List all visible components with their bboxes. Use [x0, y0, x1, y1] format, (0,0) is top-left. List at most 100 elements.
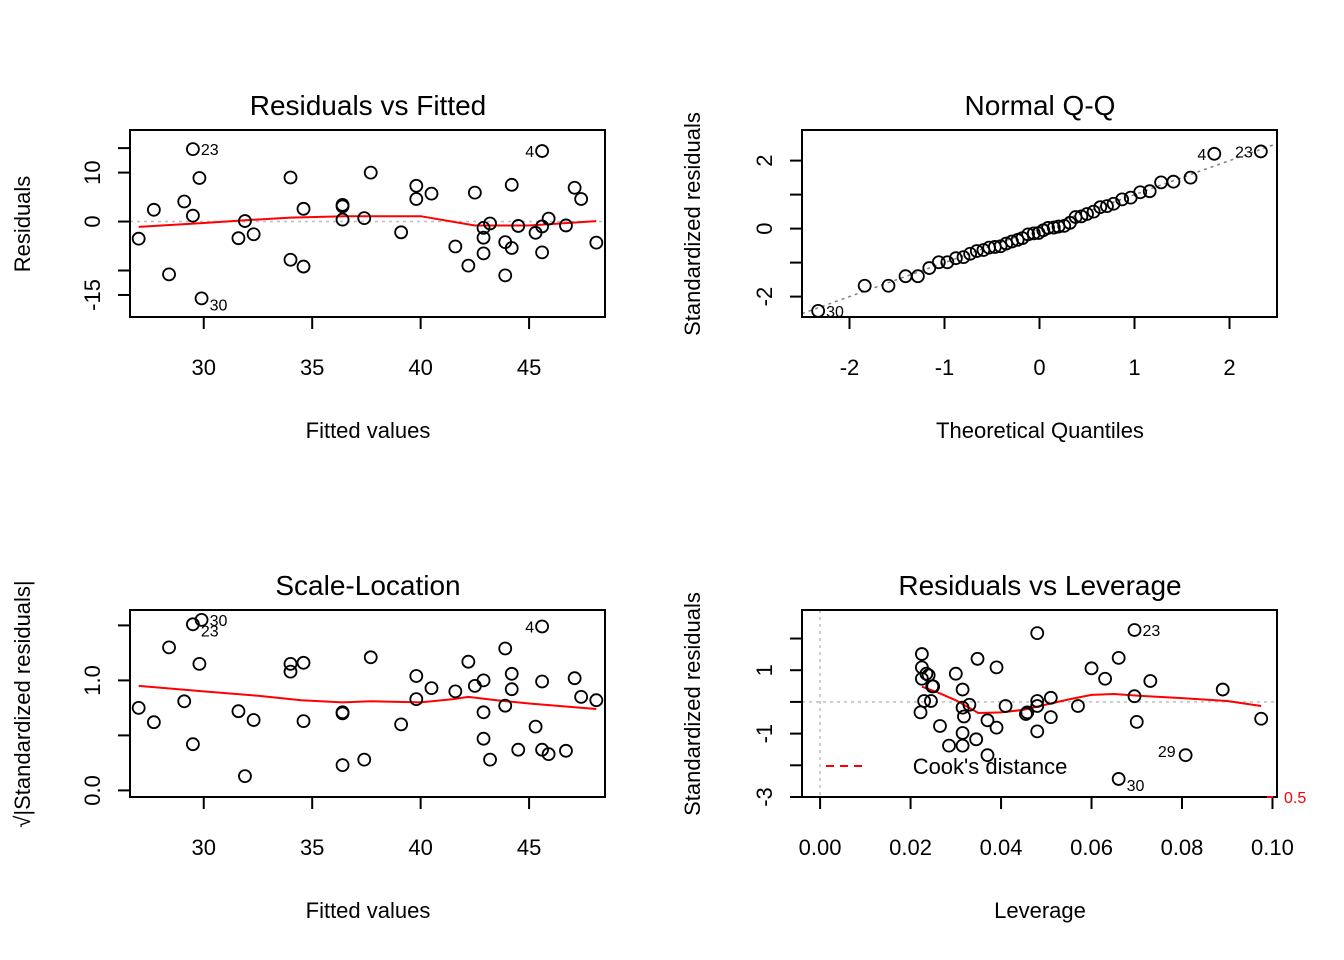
- data-point: [1043, 690, 1058, 705]
- data-point: [969, 244, 984, 258]
- data-point: [589, 235, 604, 250]
- data-point: [942, 738, 956, 753]
- data-point: [296, 655, 311, 670]
- data-point: [467, 679, 482, 693]
- data-point: [1093, 200, 1108, 215]
- data-point: [1084, 661, 1099, 676]
- data-point: [498, 268, 513, 283]
- cooks-contour-label: 0.5: [1284, 790, 1306, 807]
- x-tick-label: 1: [1128, 355, 1140, 380]
- data-point: [363, 650, 378, 665]
- data-point: [535, 619, 550, 634]
- data-point: [296, 259, 311, 274]
- data-point: [231, 231, 246, 246]
- point-label: 29: [1158, 744, 1176, 761]
- y-tick-label: 10: [80, 160, 105, 184]
- y-tick-label: -3: [752, 787, 777, 807]
- data-point: [1071, 699, 1085, 713]
- y-axis-label: Standardized residuals: [680, 112, 705, 336]
- data-point: [177, 194, 192, 209]
- x-tick-label: -1: [935, 355, 955, 380]
- data-point: [1030, 694, 1045, 708]
- data-point: [409, 692, 424, 706]
- data-point: [989, 720, 1004, 735]
- x-tick-label: 0.06: [1070, 835, 1113, 860]
- data-point: [1043, 710, 1058, 725]
- panel-residuals-vs-leverage: Residuals vs Leverage Leverage Standardi…: [680, 570, 1306, 923]
- data-point: [283, 170, 298, 185]
- data-point: [283, 664, 298, 679]
- data-point: [1127, 623, 1142, 637]
- data-point: [511, 219, 526, 233]
- smoother-line: [138, 215, 597, 228]
- data-point: [980, 713, 995, 728]
- panel-title: Residuals vs Leverage: [898, 570, 1181, 601]
- plot-frame: [129, 129, 606, 318]
- data-point: [914, 647, 929, 661]
- data-point: [1143, 674, 1158, 688]
- point-label: 4: [1197, 147, 1206, 164]
- panel-title: Residuals vs Fitted: [250, 90, 487, 121]
- point-label: 23: [1235, 144, 1253, 161]
- data-point: [955, 682, 970, 697]
- data-point: [559, 743, 573, 758]
- data-point: [559, 218, 573, 233]
- data-point: [511, 742, 526, 757]
- data-point: [948, 666, 963, 681]
- panel-normal-qq: Normal Q-Q Theoretical Quantiles Standar…: [680, 90, 1278, 443]
- x-axis-label: Theoretical Quantiles: [936, 418, 1144, 443]
- data-point: [931, 255, 946, 270]
- data-point: [185, 208, 200, 223]
- panel-title: Normal Q-Q: [965, 90, 1116, 121]
- data-point: [504, 241, 519, 255]
- data-point: [296, 201, 311, 216]
- data-point: [574, 690, 589, 704]
- data-point: [476, 246, 491, 261]
- data-point: [394, 717, 409, 732]
- data-point: [283, 657, 298, 671]
- data-point: [926, 679, 941, 694]
- y-tick-label: -15: [80, 279, 105, 311]
- x-tick-label: 30: [192, 835, 216, 860]
- data-point: [898, 269, 913, 284]
- data-point: [1183, 170, 1198, 185]
- data-point: [535, 144, 550, 158]
- data-point: [357, 752, 372, 767]
- data-point: [811, 303, 826, 318]
- data-point: [238, 769, 252, 783]
- data-point: [246, 227, 261, 242]
- data-point: [955, 726, 970, 740]
- data-point: [185, 142, 200, 156]
- y-axis-label: Residuals: [10, 176, 35, 273]
- data-point: [541, 211, 556, 226]
- data-point: [409, 669, 424, 683]
- data-point: [504, 682, 519, 697]
- data-point: [1106, 196, 1121, 211]
- data-point: [962, 697, 977, 712]
- data-point: [955, 700, 970, 715]
- data-point: [1080, 207, 1094, 221]
- y-tick-label: 0: [80, 215, 105, 227]
- data-point: [1020, 705, 1035, 720]
- x-tick-label: 0.10: [1251, 835, 1294, 860]
- data-point: [970, 651, 985, 666]
- data-point: [1215, 682, 1230, 697]
- x-tick-label: 45: [517, 355, 541, 380]
- data-point: [1166, 174, 1181, 189]
- data-point: [857, 278, 872, 293]
- y-tick-label: 1.0: [80, 665, 105, 696]
- data-point: [1030, 626, 1045, 641]
- data-point: [296, 714, 311, 728]
- data-point: [483, 752, 497, 767]
- data-point: [940, 255, 955, 270]
- x-tick-label: 45: [517, 835, 541, 860]
- data-point: [1030, 724, 1045, 739]
- data-point: [335, 212, 350, 227]
- x-tick-label: 0.04: [980, 835, 1023, 860]
- data-point: [1026, 226, 1041, 241]
- data-point: [231, 704, 246, 719]
- plot-frame: [801, 609, 1278, 798]
- x-axis-label: Fitted values: [306, 418, 431, 443]
- data-point: [409, 178, 424, 193]
- data-point: [409, 192, 424, 206]
